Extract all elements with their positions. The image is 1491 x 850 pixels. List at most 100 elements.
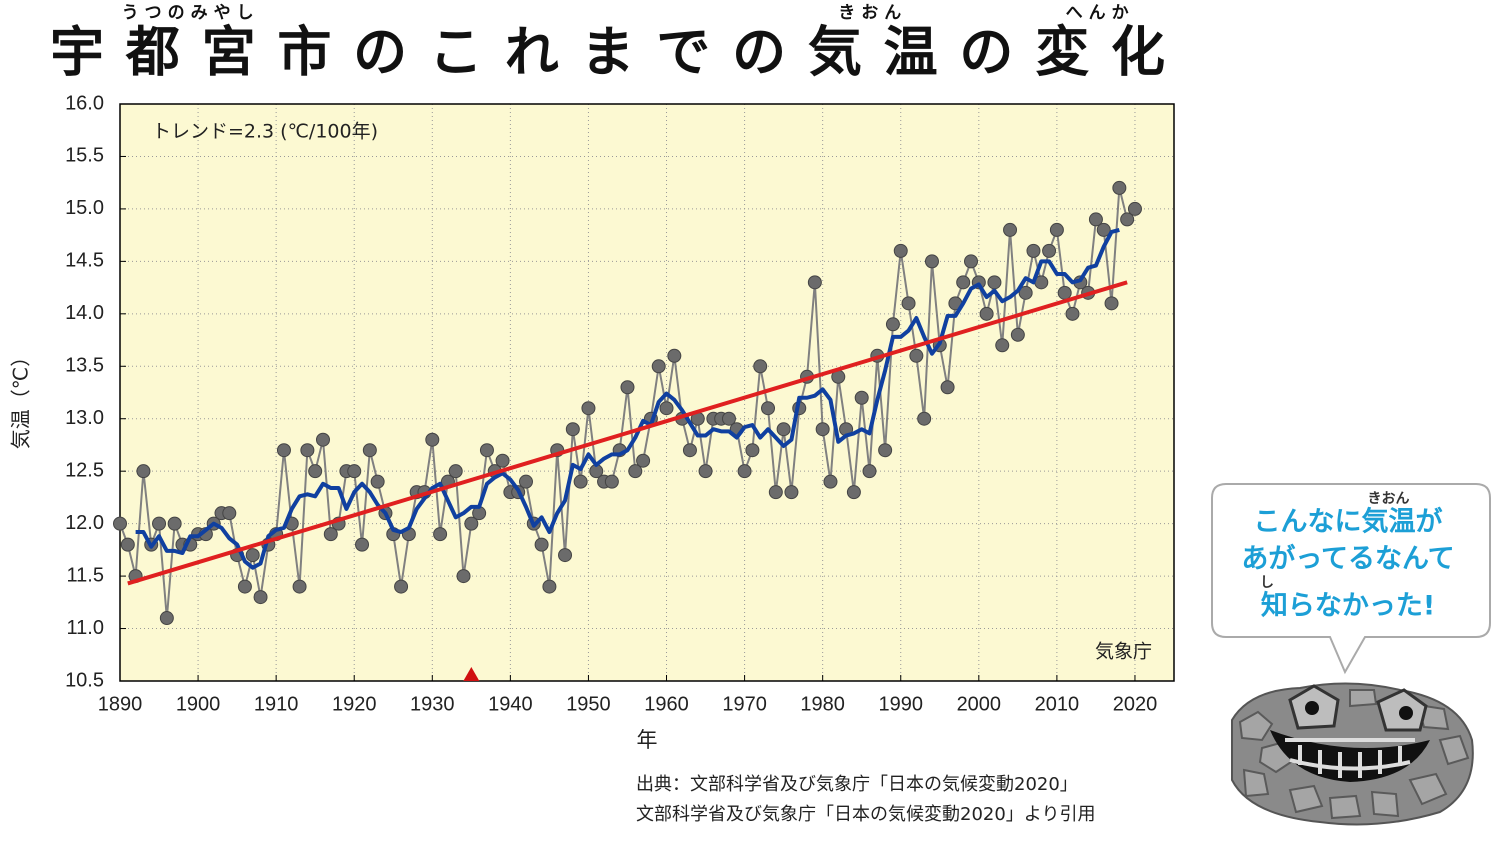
bubble-ruby: きおん [1368,491,1410,507]
annual-point [448,464,463,479]
annual-point [479,443,494,458]
agency-annotation: 気象庁 [1095,641,1152,663]
bubble-text: 知らなかった! [1261,591,1435,622]
mascot [1231,682,1474,826]
annual-point [885,317,900,332]
y-tick-label: 10.5 [65,669,104,691]
annual-point [815,422,830,437]
title-ruby: うつのみやし [122,3,260,23]
annual-point [909,348,924,363]
bubble-text: こんなに気温が [1254,506,1443,538]
x-tick-label: 1960 [644,693,689,715]
x-axis-label: 年 [637,728,658,752]
annual-point [433,527,448,542]
annual-point [1003,222,1018,237]
annual-point [745,443,760,458]
annual-point [1026,243,1041,258]
annual-point [581,401,596,416]
annual-point [323,527,338,542]
annual-point [425,432,440,447]
annual-point [659,401,674,416]
x-tick-label: 2020 [1113,693,1158,715]
annual-point [964,254,979,269]
annual-point [987,275,1002,290]
annual-point [1127,201,1142,216]
x-tick-label: 1980 [800,693,845,715]
annual-point [1120,212,1135,227]
annual-point [940,380,955,395]
annual-point [355,537,370,552]
annual-point [846,485,861,500]
annual-point [276,443,291,458]
annual-point [120,537,135,552]
annual-point [167,516,182,531]
annual-point [456,569,471,584]
annual-point [651,359,666,374]
bubble-ruby: し [1260,575,1274,591]
annual-point [854,390,869,405]
annual-point [995,338,1010,353]
x-tick-label: 1950 [566,693,611,715]
annual-point [628,464,643,479]
annual-point [1057,285,1072,300]
annual-point [152,516,167,531]
trend-annotation: トレンド=2.3 (℃/100年) [152,121,378,143]
x-tick-label: 1900 [176,693,221,715]
bubble-text: あがってるなんて [1241,543,1454,575]
y-tick-label: 11.0 [67,617,104,639]
annual-point [237,579,252,594]
annual-point [878,443,893,458]
x-tick-label: 2000 [957,693,1002,715]
annual-point [1112,180,1127,195]
annual-point [534,537,549,552]
annual-point [1088,212,1103,227]
annual-point [1096,222,1111,237]
annual-point [901,296,916,311]
trend-line [127,280,1128,586]
source-note: 文部科学省及び気象庁「日本の気候変動2020」より引用 [636,804,1095,825]
y-tick-label: 14.0 [65,302,104,324]
y-tick-label: 13.5 [65,355,104,377]
annual-point [558,548,573,563]
annual-point [620,380,635,395]
annual-point [1010,327,1025,342]
speech-bubble [1211,483,1491,675]
plot-frame [119,103,1175,682]
x-tick-label: 1910 [254,693,299,715]
annual-point [495,453,510,468]
annual-point [464,516,479,531]
annual-point [159,611,174,626]
relocation-marker [463,667,480,681]
y-tick-label: 11.5 [67,564,104,586]
y-tick-label: 12.0 [65,512,104,534]
source-note: 出典：文部科学省及び気象庁「日本の気候変動2020」 [636,774,1078,795]
annual-point [737,464,752,479]
y-tick-label: 15.5 [65,145,104,167]
title-ruby: へんか [1066,3,1135,23]
annual-point [1049,222,1064,237]
y-tick-label: 15.0 [65,197,104,219]
x-tick-label: 1890 [98,693,143,715]
annual-point [956,275,971,290]
annual-point [753,359,768,374]
title-ruby: きおん [838,3,907,23]
y-tick-label: 14.5 [65,250,104,272]
annual-point [604,474,619,489]
chart-title: 宇都宮市のこれまでの気温の変化 [50,21,1165,84]
x-tick-label: 1970 [722,693,767,715]
annual-point [362,443,377,458]
annual-point [315,432,330,447]
plot-area [120,104,1174,681]
x-tick-label: 1920 [332,693,377,715]
y-axis-label: 気温（℃） [9,347,33,449]
annual-point [721,411,736,426]
annual-point [308,464,323,479]
moving-average-line [135,227,1120,570]
annual-point [245,548,260,563]
x-tick-label: 2010 [1035,693,1080,715]
annual-point [667,348,682,363]
annual-point [542,579,557,594]
annual-point [862,464,877,479]
annual-point [300,443,315,458]
